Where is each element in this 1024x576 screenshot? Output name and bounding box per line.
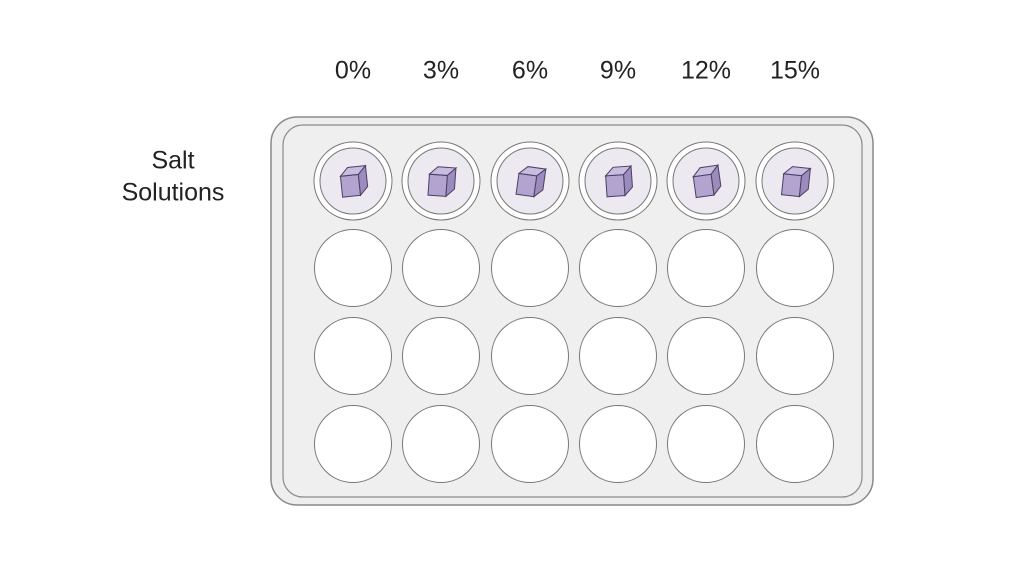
well	[667, 405, 745, 483]
column-label: 0%	[335, 57, 371, 85]
well	[491, 229, 569, 307]
well	[491, 405, 569, 483]
cube-front	[780, 173, 803, 198]
well	[579, 405, 657, 483]
wells	[313, 141, 835, 483]
cube-side	[357, 164, 369, 197]
row-label: Solutions	[122, 179, 225, 207]
salt-cube	[604, 164, 633, 198]
cube-side	[798, 167, 812, 198]
cube-front	[339, 173, 362, 198]
cube-front	[692, 173, 715, 199]
cube-front	[515, 172, 538, 198]
cube-side	[623, 164, 633, 197]
cube-front	[605, 174, 626, 198]
column-label: 9%	[600, 57, 636, 85]
well	[756, 229, 834, 307]
row-label: Salt	[151, 147, 194, 175]
cube-side	[445, 166, 457, 198]
well	[667, 317, 745, 395]
cube-side	[710, 163, 722, 197]
salt-cube	[780, 166, 812, 198]
salt-cube	[692, 163, 722, 199]
well	[579, 229, 657, 307]
well	[314, 229, 392, 307]
column-label: 12%	[681, 57, 731, 85]
salt-cube	[515, 166, 548, 198]
well	[667, 229, 745, 307]
salt-cube	[339, 164, 369, 198]
well	[402, 229, 480, 307]
well	[314, 405, 392, 483]
column-label: 3%	[423, 57, 459, 85]
well	[402, 405, 480, 483]
cube-side	[533, 167, 547, 198]
column-label: 15%	[770, 57, 820, 85]
well	[491, 317, 569, 395]
salt-cube	[427, 166, 458, 198]
column-label: 6%	[512, 57, 548, 85]
well	[402, 317, 480, 395]
well	[756, 405, 834, 483]
well	[579, 317, 657, 395]
cube-front	[427, 173, 448, 197]
well	[314, 317, 392, 395]
well	[756, 317, 834, 395]
